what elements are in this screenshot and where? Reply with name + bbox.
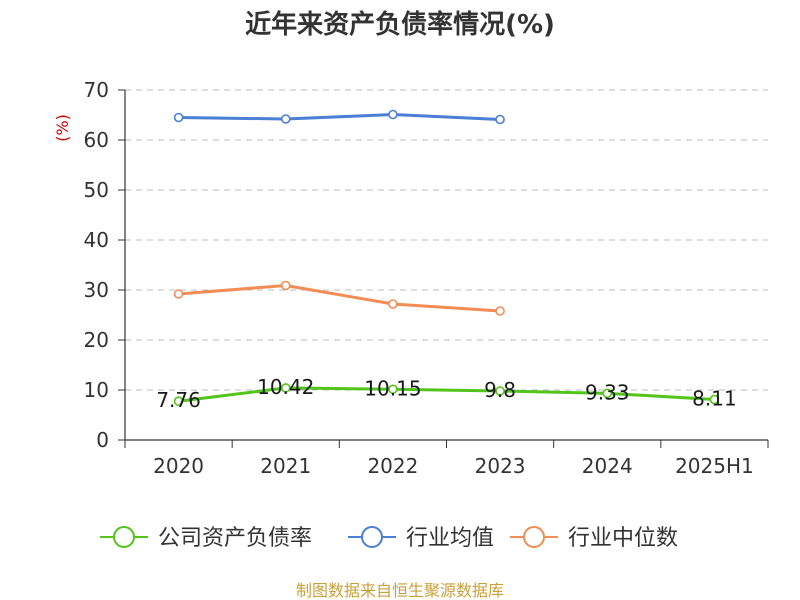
y-tick-label: 20 <box>84 328 109 352</box>
data-point <box>388 109 398 120</box>
axes: 0 10 20 30 40 50 60 70 2020 2021 2022 2023 2024 2025H… <box>84 78 769 478</box>
legend-marker <box>113 526 135 548</box>
series-group <box>173 109 720 407</box>
chart-title: 近年来资产负债率情况(%) <box>245 9 555 40</box>
data-point <box>495 306 505 316</box>
data-point <box>173 396 184 407</box>
data-point <box>495 114 505 125</box>
legend-item: 公司资产负债率 <box>100 526 312 551</box>
legend-label: 行业中位数 <box>568 526 678 551</box>
gridlines <box>125 89 768 391</box>
x-tick-label: 2021 <box>260 454 311 478</box>
y-tick-label: 70 <box>84 78 109 102</box>
data-label: 9.33 <box>585 380 630 404</box>
y-tick-label: 40 <box>84 228 109 252</box>
x-tick-label: 2022 <box>367 454 418 478</box>
series-line <box>178 113 501 121</box>
series-line <box>178 386 715 403</box>
data-label: 8.11 <box>692 386 737 410</box>
x-tick-label: 2025H1 <box>675 454 754 478</box>
data-point <box>173 112 184 123</box>
source-note: 制图数据来自恒生聚源数据库 <box>296 581 504 600</box>
data-point <box>495 386 505 396</box>
series-line <box>178 284 501 313</box>
y-tick-label: 30 <box>84 278 109 302</box>
y-tick-label: 0 <box>96 428 109 452</box>
data-label: 7.76 <box>156 388 201 412</box>
data-point <box>388 299 398 309</box>
legend-label: 行业均值 <box>406 526 494 551</box>
data-label: 10.42 <box>257 375 314 399</box>
data-labels: 7.76 10.42 10.15 9.8 9.33 8.11 <box>156 375 736 412</box>
y-tick-label: 60 <box>84 128 109 152</box>
data-point <box>173 289 184 299</box>
legend-label: 公司资产负债率 <box>158 526 312 551</box>
y-axis-label: (%) <box>53 114 72 142</box>
data-label: 10.15 <box>364 376 421 400</box>
data-label: 9.8 <box>484 378 516 402</box>
x-tick-label: 2023 <box>475 454 526 478</box>
data-point <box>280 383 291 393</box>
legend-item: 行业中位数 <box>510 526 678 551</box>
data-point <box>280 114 291 124</box>
legend-item: 行业均值 <box>348 526 494 551</box>
legend-marker <box>523 526 545 548</box>
data-point <box>602 388 613 399</box>
x-tick-label: 2024 <box>582 454 633 478</box>
y-tick-label: 50 <box>84 178 109 202</box>
legend-marker <box>361 526 383 548</box>
x-tick-label: 2020 <box>153 454 204 478</box>
y-tick-label: 10 <box>84 378 109 402</box>
data-point <box>280 280 291 291</box>
data-point <box>709 394 720 405</box>
legend: 公司资产负债率 行业均值 行业中位数 <box>100 526 678 551</box>
data-point <box>388 384 398 395</box>
